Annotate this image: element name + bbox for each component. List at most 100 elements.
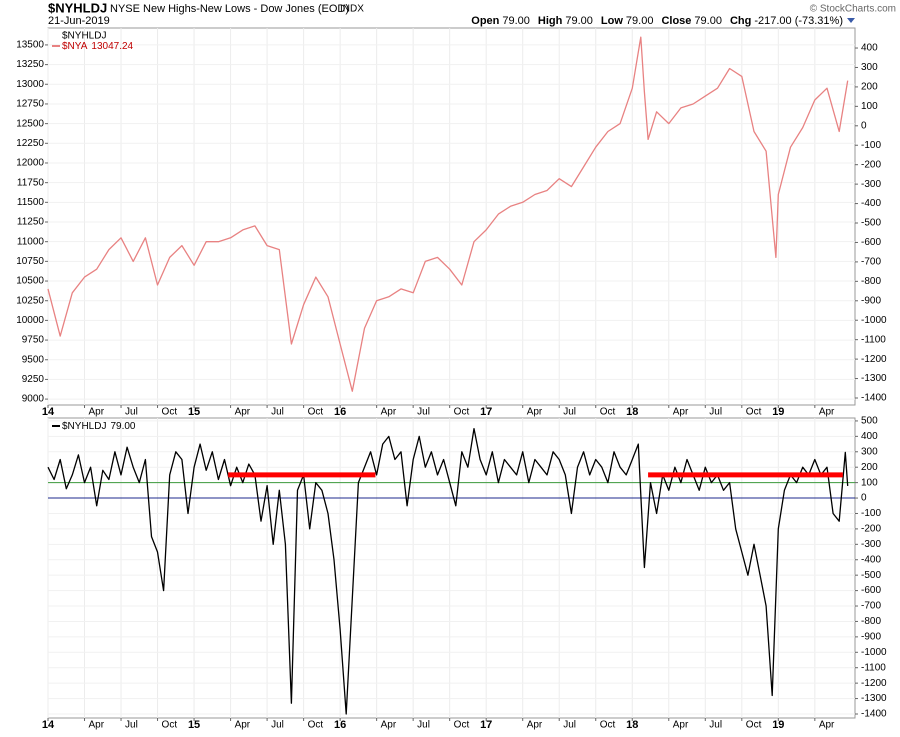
- x-tick-label: Oct: [600, 720, 616, 731]
- instrument-name: NYSE New Highs-New Lows - Dow Jones (EOD…: [110, 3, 349, 15]
- x-tick-label: Apr: [819, 407, 835, 418]
- legend-name: $NYHLDJ: [62, 421, 106, 432]
- x-tick-label: Jul: [709, 720, 722, 731]
- y-tick-label: 12500: [16, 118, 44, 129]
- x-tick-label: Oct: [454, 720, 470, 731]
- x-tick-label: 15: [188, 719, 200, 731]
- x-tick-label: Jul: [271, 720, 284, 731]
- x-tick-label: Jul: [709, 407, 722, 418]
- plot-area: [47, 27, 856, 406]
- x-tick-label: Oct: [746, 720, 762, 731]
- y2-tick-label: 200: [861, 82, 878, 93]
- y2-tick-label: -1400: [861, 393, 887, 404]
- y-tick-label: -900: [861, 632, 881, 643]
- y2-tick-label: 300: [861, 62, 878, 73]
- y-tick-label: 9500: [22, 354, 45, 365]
- quote-value: 79.00: [626, 15, 654, 27]
- y-tick-label: -200: [861, 524, 881, 535]
- x-tick-label: 16: [334, 719, 346, 731]
- x-tick-label: Oct: [308, 720, 324, 731]
- y-tick-label: 10250: [16, 295, 44, 306]
- dropdown-arrow[interactable]: [847, 18, 855, 23]
- y-tick-label: 400: [861, 431, 878, 442]
- x-tick-label: Jul: [417, 720, 430, 731]
- date: 21-Jun-2019: [48, 15, 110, 27]
- y-tick-label: -100: [861, 508, 881, 519]
- y2-tick-label: -1200: [861, 354, 887, 365]
- y-tick-label: -1400: [861, 709, 887, 720]
- y-tick-label: 13500: [16, 40, 44, 51]
- y2-tick-label: -900: [861, 295, 881, 306]
- x-tick-label: Apr: [673, 720, 689, 731]
- y2-tick-label: -300: [861, 179, 881, 190]
- y2-tick-label: -700: [861, 257, 881, 268]
- y2-tick-label: -200: [861, 159, 881, 170]
- y2-tick-label: 400: [861, 43, 878, 54]
- y-tick-label: 100: [861, 477, 878, 488]
- y-tick-label: 11000: [17, 236, 45, 247]
- x-tick-label: 17: [480, 719, 492, 731]
- legend-label: $NYHLDJ 79.00: [62, 421, 136, 432]
- plot-area: [47, 417, 856, 719]
- quote-label: Chg: [730, 15, 751, 27]
- x-tick-label: Apr: [89, 407, 105, 418]
- x-tick-label: 17: [480, 406, 492, 418]
- x-tick-label: Apr: [89, 720, 105, 731]
- y-tick-label: 9250: [22, 374, 45, 385]
- x-tick-label: 19: [772, 719, 784, 731]
- y2-tick-label: -800: [861, 276, 881, 287]
- x-tick-label: 14: [42, 406, 55, 418]
- y-tick-label: 10000: [16, 315, 44, 326]
- x-tick-label: Oct: [600, 407, 616, 418]
- legend-label: $NYA 13047.24: [62, 41, 134, 52]
- x-tick-label: Jul: [125, 720, 138, 731]
- y-tick-label: 10500: [16, 276, 44, 287]
- x-tick-label: 16: [334, 406, 346, 418]
- x-tick-label: Oct: [162, 407, 178, 418]
- y-tick-label: 12250: [16, 138, 44, 149]
- y2-tick-label: 0: [861, 120, 867, 131]
- y-tick-label: -1000: [861, 647, 887, 658]
- y2-tick-label: 100: [861, 101, 878, 112]
- x-tick-label: Apr: [673, 407, 689, 418]
- quote-value: -217.00 (-73.31%): [754, 15, 843, 27]
- y-tick-label: -300: [861, 539, 881, 550]
- symbol: $NYHLDJ: [48, 0, 107, 15]
- y-tick-label: 10750: [16, 256, 44, 267]
- y-tick-label: 200: [861, 462, 878, 473]
- y-tick-label: -600: [861, 585, 881, 596]
- x-tick-label: 14: [42, 719, 55, 731]
- exchange: INDX: [340, 4, 364, 15]
- x-tick-label: Jul: [417, 407, 430, 418]
- y-tick-label: -800: [861, 616, 881, 627]
- x-tick-label: Apr: [235, 407, 251, 418]
- y-tick-label: 11500: [17, 197, 45, 208]
- quote: Open 79.00 High 79.00 Low 79.00 Close 79.00 Chg -…: [471, 15, 843, 27]
- legend-label: $NYHLDJ: [62, 31, 106, 42]
- x-tick-label: Oct: [308, 407, 324, 418]
- legend-value: 13047.24: [91, 41, 133, 52]
- x-tick-label: Apr: [235, 720, 251, 731]
- y2-tick-label: -500: [861, 218, 881, 229]
- copyright: © StockCharts.com: [810, 4, 896, 15]
- quote-value: 79.00: [694, 15, 722, 27]
- y2-tick-label: -100: [861, 140, 881, 151]
- x-tick-label: Oct: [454, 407, 470, 418]
- x-tick-label: Jul: [563, 720, 576, 731]
- y-tick-label: 500: [861, 416, 878, 427]
- x-tick-label: Apr: [527, 407, 543, 418]
- x-tick-label: Jul: [125, 407, 138, 418]
- y-tick-label: -700: [861, 601, 881, 612]
- y-tick-label: 9750: [22, 335, 45, 346]
- quote-label: Low: [601, 15, 623, 27]
- y-tick-label: 9000: [22, 394, 45, 405]
- x-tick-label: Oct: [162, 720, 178, 731]
- y-tick-label: -400: [861, 554, 881, 565]
- x-tick-label: Apr: [381, 407, 397, 418]
- y-tick-label: 12000: [16, 158, 44, 169]
- y-tick-label: 13000: [16, 79, 44, 90]
- x-tick-label: 19: [772, 406, 784, 418]
- y-tick-label: -500: [861, 570, 881, 581]
- x-tick-label: Oct: [746, 407, 762, 418]
